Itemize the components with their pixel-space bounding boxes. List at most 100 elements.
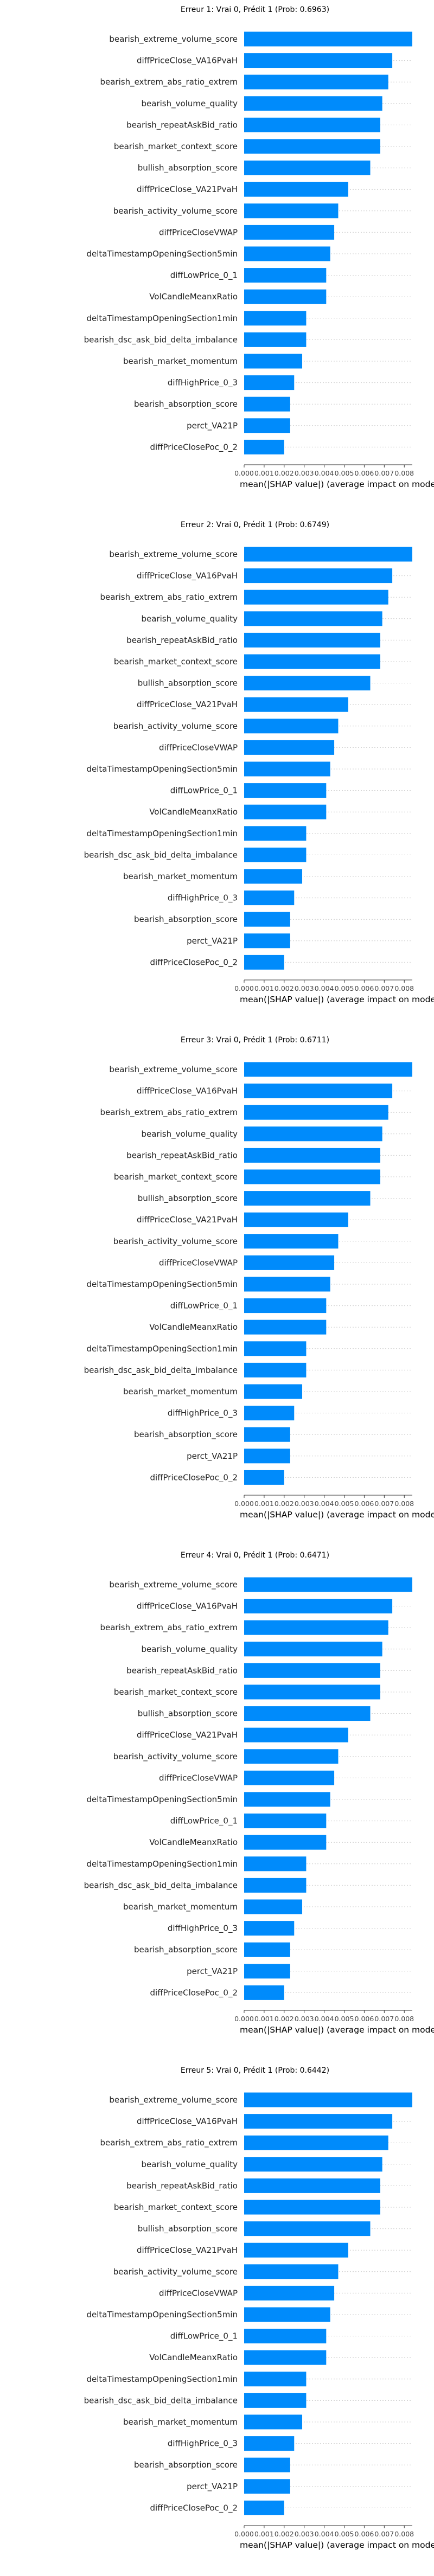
bar (244, 2242, 348, 2258)
x-tick-label: 0.002 (275, 1500, 294, 1508)
y-tick-label: bullish_absorption_score (138, 1194, 238, 1204)
bar (244, 568, 393, 584)
x-tick-label: 0.002 (275, 469, 294, 477)
y-tick-label: bearish_volume_quality (142, 2160, 238, 2170)
x-tick-label: 0.004 (315, 469, 334, 477)
bar (244, 1727, 348, 1742)
bar (244, 1921, 295, 1936)
y-tick-label: bearish_dsc_ask_bid_delta_imbalance (84, 850, 238, 860)
x-tick-label: 0.003 (295, 2015, 314, 2023)
bar (244, 890, 295, 906)
y-tick-label: diffHighPrice_0_3 (168, 1408, 238, 1419)
chart-title: Erreur 4: Vrai 0, Prédit 1 (Prob: 0.6471… (181, 1551, 329, 1560)
y-tick-label: bearish_volume_quality (142, 1129, 238, 1139)
x-tick-label: 0.007 (374, 1500, 394, 1508)
y-tick-label: bearish_market_context_score (114, 1172, 238, 1182)
y-tick-label: bullish_absorption_score (138, 2224, 238, 2234)
y-tick-label: bearish_dsc_ask_bid_delta_imbalance (84, 1880, 238, 1891)
x-tick-label: 0.008 (394, 1500, 414, 1508)
y-tick-label: diffPriceClose_VA21PvaH (137, 1215, 238, 1225)
bar (244, 1449, 290, 1464)
bar (244, 225, 335, 240)
bar (244, 354, 303, 369)
x-axis-label: mean(|SHAP value|) (average impact on mo… (240, 2540, 434, 2550)
y-tick-label: VolCandleMeanxRatio (149, 2353, 238, 2362)
y-tick-label: bearish_repeatAskBid_ratio (126, 1150, 238, 1161)
x-tick-label: 0.003 (295, 1500, 314, 1508)
bar (244, 161, 371, 176)
x-tick-label: 0.000 (234, 469, 254, 477)
y-tick-label: VolCandleMeanxRatio (149, 807, 238, 817)
y-tick-label: diffLowPrice_0_1 (170, 1301, 238, 1311)
y-tick-label: bearish_activity_volume_score (113, 2267, 238, 2277)
bar (244, 1384, 303, 1399)
y-tick-label: bullish_absorption_score (138, 1709, 238, 1719)
bar (244, 31, 412, 47)
y-tick-label: perct_VA21P (187, 421, 238, 431)
bar (244, 783, 327, 798)
bar (244, 912, 290, 927)
x-tick-label: 0.004 (315, 2530, 334, 2538)
y-tick-label: deltaTimestampOpeningSection5min (86, 249, 238, 259)
y-tick-label: diffHighPrice_0_3 (168, 1924, 238, 1934)
y-tick-label: VolCandleMeanxRatio (149, 292, 238, 302)
y-tick-label: bearish_extreme_volume_score (109, 549, 238, 560)
bar (244, 2414, 303, 2430)
bar (244, 1191, 371, 1206)
bar (244, 117, 380, 132)
y-tick-label: bearish_activity_volume_score (113, 206, 238, 216)
bar (244, 1684, 380, 1700)
x-tick-label: 0.006 (355, 984, 374, 992)
y-tick-label: bearish_market_context_score (114, 2202, 238, 2213)
x-tick-label: 0.000 (234, 1500, 254, 1508)
bar (244, 847, 307, 862)
y-tick-label: deltaTimestampOpeningSection1min (86, 1344, 238, 1354)
x-tick-label: 0.001 (254, 2530, 274, 2538)
y-tick-label: bearish_extrem_abs_ratio_extrem (100, 2138, 238, 2148)
bar (244, 1126, 382, 1142)
bar (244, 1663, 380, 1678)
bar (244, 1899, 303, 1914)
bar (244, 632, 380, 648)
bar (244, 1964, 290, 1979)
bar (244, 1255, 335, 1270)
bar (244, 1148, 380, 1163)
bar (244, 611, 382, 626)
bar (244, 1835, 327, 1850)
bar (244, 2114, 393, 2129)
bar (244, 1770, 335, 1785)
x-tick-label: 0.006 (355, 2530, 374, 2538)
bar (244, 203, 339, 219)
y-tick-label: bullish_absorption_score (138, 163, 238, 174)
bar (244, 933, 290, 949)
bar (244, 439, 284, 454)
x-tick-label: 0.004 (315, 1500, 334, 1508)
shap-chart: Erreur 2: Vrai 0, Prédit 1 (Prob: 0.6749… (84, 521, 434, 1004)
x-tick-label: 0.005 (335, 2530, 354, 2538)
shap-chart: Erreur 3: Vrai 0, Prédit 1 (Prob: 0.6711… (84, 1036, 434, 1520)
x-tick-label: 0.005 (335, 984, 354, 992)
bar (244, 2329, 327, 2344)
x-tick-label: 0.003 (295, 2530, 314, 2538)
bar (244, 2221, 371, 2237)
x-tick-label: 0.006 (355, 1500, 374, 1508)
y-tick-label: bearish_repeatAskBid_ratio (126, 1665, 238, 1676)
shap-chart: Erreur 4: Vrai 0, Prédit 1 (Prob: 0.6471… (84, 1551, 434, 2035)
x-tick-label: 0.002 (275, 2015, 294, 2023)
bar (244, 1234, 339, 1249)
bar (244, 2436, 295, 2451)
shap-chart: Erreur 5: Vrai 0, Prédit 1 (Prob: 0.6442… (84, 2066, 434, 2550)
y-tick-label: bearish_market_momentum (123, 356, 238, 367)
y-tick-label: bearish_activity_volume_score (113, 1236, 238, 1247)
y-tick-label: bearish_activity_volume_score (113, 721, 238, 732)
y-tick-label: bearish_dsc_ask_bid_delta_imbalance (84, 1365, 238, 1375)
y-tick-label: bearish_absorption_score (134, 2460, 238, 2470)
bar (244, 2135, 388, 2150)
y-tick-label: perct_VA21P (187, 936, 238, 946)
bar (244, 2178, 380, 2193)
bar (244, 2350, 327, 2365)
y-tick-label: bearish_extrem_abs_ratio_extrem (100, 1623, 238, 1633)
x-tick-label: 0.008 (394, 2530, 414, 2538)
bar (244, 332, 307, 347)
bar (244, 1362, 307, 1377)
